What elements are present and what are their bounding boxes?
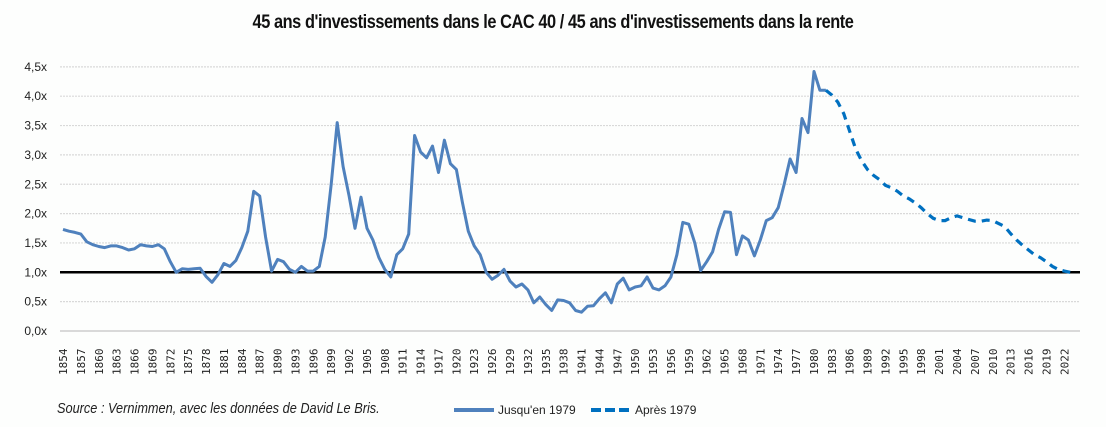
x-tick-label: 1911 (397, 349, 410, 376)
x-tick-label: 1887 (254, 349, 267, 376)
x-tick-label: 1956 (665, 349, 678, 376)
x-tick-label: 1950 (629, 349, 642, 376)
y-tick-label: 3,5x (24, 119, 47, 133)
x-tick-label: 1866 (129, 349, 142, 376)
y-tick-label: 2,0x (24, 207, 47, 221)
x-tick-label: 1992 (879, 349, 892, 376)
x-tick-label: 1908 (379, 349, 392, 376)
x-tick-label: 1932 (522, 349, 535, 376)
x-tick-label: 1878 (200, 349, 213, 376)
x-tick-label: 1869 (146, 349, 159, 376)
gridlines (60, 66, 1080, 332)
series-line-jusqu-en-1979 (62, 70, 826, 314)
x-tick-label: 1914 (415, 348, 428, 375)
chart-title: 45 ans d'investissements dans le CAC 40 … (252, 12, 854, 33)
x-tick-label: 1863 (111, 349, 124, 376)
x-tick-label: 1881 (218, 349, 231, 376)
legend-label-solid: Jusqu'en 1979 (498, 403, 576, 417)
y-tick-label: 1,0x (24, 265, 47, 279)
y-axis-ticks: 0,0x 0,5x 1,0x 1,5x 2,0x 2,5x 3,0x 3,5x 4,0x 4,5x (24, 60, 47, 338)
x-tick-label: 1938 (558, 349, 571, 376)
y-tick-label: 0,0x (24, 324, 47, 338)
x-tick-label: 1977 (790, 349, 803, 376)
x-tick-label: 1974 (772, 348, 785, 375)
x-tick-label: 1929 (504, 349, 517, 376)
y-tick-label: 4,0x (24, 89, 47, 103)
x-tick-label: 1920 (450, 349, 463, 376)
x-tick-label: 1896 (307, 349, 320, 376)
x-tick-label: 1983 (826, 349, 839, 376)
legend-swatch-solid (454, 408, 494, 412)
y-tick-label: 4,5x (24, 60, 47, 74)
x-tick-label: 1959 (683, 349, 696, 376)
legend-label-dashed: Après 1979 (635, 403, 697, 417)
x-tick-label: 1980 (808, 349, 821, 376)
y-tick-label: 1,5x (24, 236, 47, 250)
legend-swatch-dashed (591, 408, 631, 412)
line-chart: 0,0x 0,5x 1,0x 1,5x 2,0x 2,5x 3,0x 3,5x 4,0x 4,5x… (24, 60, 1080, 375)
x-tick-label: 1857 (75, 349, 88, 376)
y-tick-label: 2,5x (24, 177, 47, 191)
x-tick-label: 1875 (182, 349, 195, 376)
x-tick-label: 1953 (647, 349, 660, 376)
x-tick-label: 1854 (57, 348, 70, 375)
x-tick-label: 1890 (272, 349, 285, 376)
legend-item-solid: Jusqu'en 1979 (454, 403, 576, 417)
y-tick-label: 3,0x (24, 148, 47, 162)
x-tick-label: 1944 (593, 348, 606, 375)
x-axis-ticks: 1854 1857 1860 1863 1866 1869 1872 1875 1878 1881… (57, 348, 1071, 375)
x-tick-label: 2019 (1040, 349, 1053, 376)
x-tick-label: 1962 (701, 349, 714, 376)
x-tick-label: 1998 (915, 349, 928, 376)
x-tick-label: 2010 (987, 349, 1000, 376)
x-tick-label: 2016 (1023, 349, 1036, 376)
x-tick-label: 2013 (1005, 349, 1018, 376)
legend-item-dashed: Après 1979 (591, 403, 696, 417)
x-tick-label: 1995 (897, 349, 910, 376)
x-tick-label: 1899 (325, 349, 338, 376)
x-tick-label: 2007 (969, 349, 982, 376)
x-tick-label: 2004 (951, 348, 964, 375)
y-tick-label: 0,5x (24, 295, 47, 309)
source-note: Source : Vernimmen, avec les données de … (57, 400, 380, 417)
x-tick-label: 1941 (576, 349, 589, 376)
x-tick-label: 2022 (1058, 349, 1071, 376)
x-tick-label: 1923 (468, 349, 481, 376)
x-tick-label: 1872 (164, 349, 177, 376)
x-tick-label: 1965 (719, 349, 732, 376)
x-tick-label: 1989 (862, 349, 875, 376)
x-tick-label: 1917 (432, 349, 445, 376)
x-tick-label: 1947 (611, 349, 624, 376)
series-line-apres-1979 (824, 89, 1071, 274)
x-tick-label: 1893 (289, 349, 302, 376)
x-tick-label: 1968 (736, 349, 749, 376)
x-tick-label: 1902 (343, 349, 356, 376)
x-tick-label: 1935 (540, 349, 553, 376)
x-tick-label: 2001 (933, 349, 946, 376)
x-tick-label: 1884 (236, 348, 249, 375)
x-tick-label: 1986 (844, 349, 857, 376)
x-tick-label: 1926 (486, 349, 499, 376)
x-tick-label: 1905 (361, 349, 374, 376)
x-tick-label: 1971 (754, 349, 767, 376)
x-tick-label: 1860 (93, 349, 106, 376)
